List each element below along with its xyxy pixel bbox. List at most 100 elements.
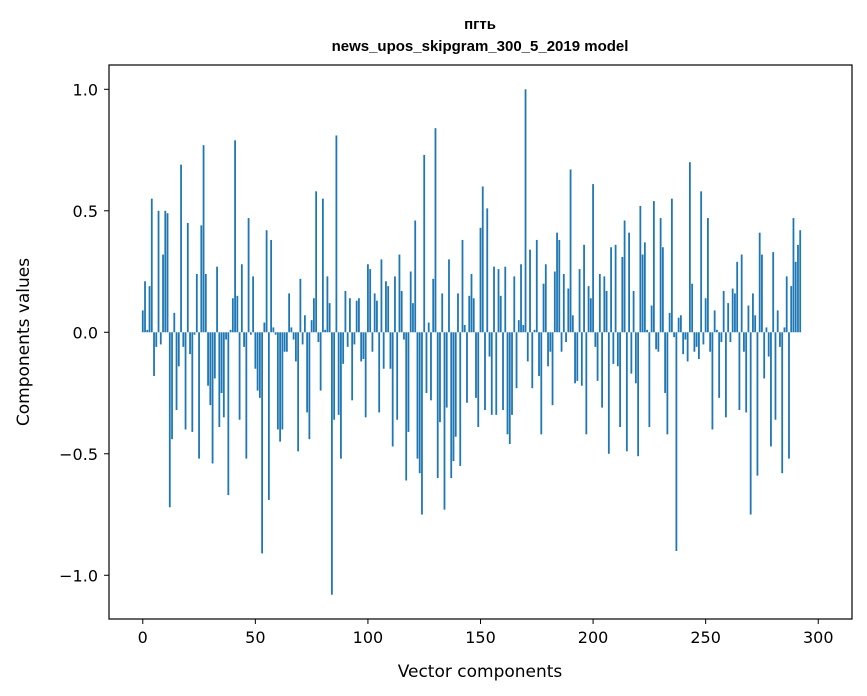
bar-28 [204,273,207,333]
bar-257 [720,332,723,342]
bar-5 [153,332,155,377]
bar-217 [630,332,633,374]
bar-244 [691,283,694,333]
bar-212 [619,332,621,428]
bar-126 [425,332,428,394]
bar-17 [180,164,182,333]
bar-188 [565,332,567,342]
bar-167 [517,320,520,333]
x-tick-label: 200 [578,628,609,647]
chart-title-line1: пгть [464,16,496,33]
bar-9 [162,254,164,333]
bar-111 [391,332,394,447]
bar-43 [238,332,241,420]
bar-12 [168,332,171,508]
bar-267 [743,332,745,352]
bar-39 [229,329,232,333]
bar-45 [243,332,245,347]
bar-117 [405,332,408,481]
bar-14 [173,312,176,333]
bar-139 [454,332,457,437]
bar-121 [414,220,417,333]
bar-271 [752,293,754,333]
bar-81 [324,329,327,333]
bar-193 [576,332,579,381]
bar-110 [389,332,392,369]
bar-209 [612,332,615,364]
bar-243 [688,162,691,333]
bar-250 [704,298,707,333]
bar-144 [466,332,468,403]
bar-27 [202,145,205,333]
y-tick-label: 0.5 [73,202,98,221]
bar-176 [538,332,540,377]
bar-248 [700,191,703,333]
bar-94 [353,332,356,345]
bar-102 [371,332,374,352]
bar-82 [326,276,329,333]
bar-97 [360,332,363,362]
bar-155 [490,332,493,415]
bar-240 [682,332,685,355]
bar-62 [281,332,284,430]
bar-242 [686,332,689,362]
bar-225 [648,332,651,428]
bar-109 [387,286,390,333]
bar-120 [412,303,414,333]
bar-222 [641,254,644,333]
bar-99 [364,332,367,418]
bar-50 [254,332,257,369]
bar-220 [637,332,640,457]
x-tick-label: 300 [803,628,834,647]
bar-211 [616,332,619,367]
bar-181 [549,332,552,352]
bar-261 [729,332,732,342]
plot-frame [108,64,853,620]
bar-8 [159,332,162,345]
bar-24 [195,273,198,333]
bar-115 [400,290,403,333]
bar-118 [407,332,410,432]
bar-98 [362,332,365,360]
bar-268 [745,332,748,413]
bar-79 [319,332,322,391]
bar-218 [632,290,635,333]
bar-37 [225,332,227,340]
bar-279 [770,332,772,447]
bar-143 [463,324,466,333]
bar-86 [335,135,338,333]
x-tick-label: 50 [245,628,265,647]
bar-134 [443,332,446,510]
bar-92 [349,298,351,333]
bar-151 [481,186,484,333]
bar-178 [542,283,545,333]
bar-119 [409,271,412,333]
bar-184 [556,232,558,333]
bar-113 [396,332,399,420]
bar-140 [457,293,459,333]
bar-183 [553,271,556,333]
bar-11 [166,213,169,333]
bar-173 [531,332,534,389]
bar-90 [344,290,347,333]
bar-171 [526,332,529,362]
bar-19 [184,332,187,430]
x-tick-label: 0 [138,628,148,647]
bar-149 [477,332,480,428]
bar-112 [394,276,396,333]
bar-251 [707,218,709,333]
bar-38 [227,332,230,496]
bar-197 [585,332,588,435]
bar-40 [231,298,234,333]
bar-146 [470,273,473,333]
bar-13 [171,332,173,440]
bar-205 [603,276,606,333]
bar-221 [639,205,642,333]
bar-278 [767,332,770,357]
bar-165 [513,276,516,333]
bar-59 [274,332,277,335]
bar-18 [182,332,185,347]
bar-16 [177,332,180,367]
bar-47 [247,218,250,333]
y-axis-ticks: 1.0 0.5 0.0 −0.5 −1.0 [59,80,109,585]
